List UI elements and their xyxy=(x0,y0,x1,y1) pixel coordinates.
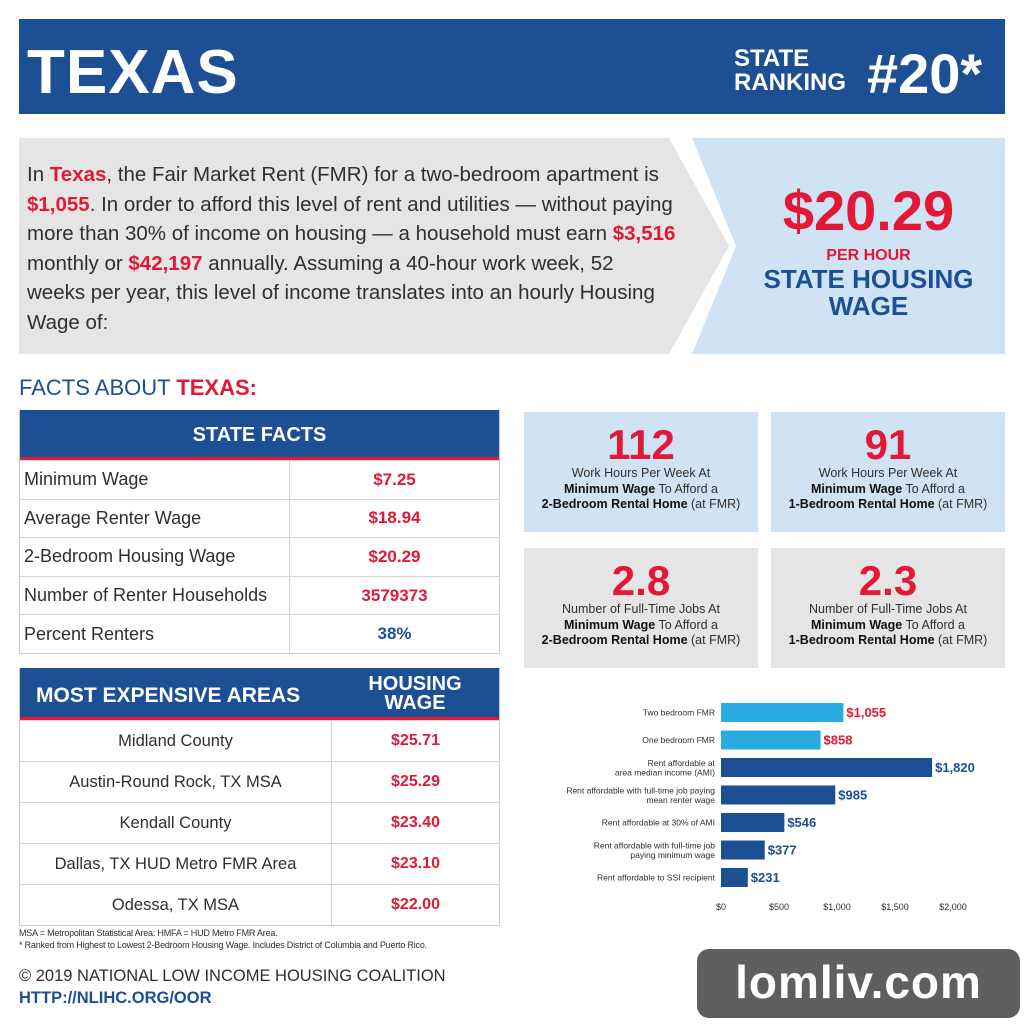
category-label: One bedroom FMR xyxy=(642,735,715,745)
category-label: Two bedroom FMR xyxy=(643,708,715,718)
area-name: Dallas, TX HUD Metro FMR Area xyxy=(20,844,332,884)
bar-value-label: $231 xyxy=(751,870,780,885)
housing-wage-amount: $20.29 xyxy=(782,179,955,242)
bar-value-label: $858 xyxy=(824,733,853,748)
fact-value: 38% xyxy=(377,624,412,644)
bar-value-label: $985 xyxy=(838,788,867,803)
fact-label: Minimum Wage xyxy=(20,461,290,499)
watermark: lomliv.com xyxy=(697,949,1020,1018)
category-label: paying minimum wage xyxy=(630,850,715,860)
area-wage: $25.29 xyxy=(391,773,440,790)
ranking-label: STATE RANKING xyxy=(734,45,846,96)
chart-bar xyxy=(721,813,785,832)
stat-number: 2.8 xyxy=(611,557,671,604)
category-label: Rent affordable to SSI recipient xyxy=(597,873,716,883)
area-name: Austin-Round Rock, TX MSA xyxy=(20,762,332,802)
stat-card: 112 Work Hours Per Week At Minimum Wage … xyxy=(524,412,758,532)
area-wage: $23.40 xyxy=(391,814,440,831)
table-row: Kendall County $23.40 xyxy=(20,802,499,843)
table-row: Austin-Round Rock, TX MSA $25.29 xyxy=(20,761,499,802)
table-row: Dallas, TX HUD Metro FMR Area $23.10 xyxy=(20,843,499,884)
facts-heading: FACTS ABOUT TEXAS: xyxy=(19,375,257,400)
fact-value: $7.25 xyxy=(373,469,416,489)
stat-card: 2.8 Number of Full-Time Jobs At Minimum … xyxy=(524,548,758,668)
fact-label: Number of Renter Households xyxy=(20,576,290,615)
chart-bar xyxy=(721,785,836,805)
category-label: Rent affordable with full-time job payin… xyxy=(566,785,715,795)
chart-bar xyxy=(721,703,844,722)
bar-value-label: $546 xyxy=(787,815,816,830)
area-wage: $22.00 xyxy=(391,896,440,913)
stat-number: 2.3 xyxy=(858,557,918,604)
x-tick-label: $2,000 xyxy=(939,902,967,912)
bar-value-label: $1,055 xyxy=(846,705,886,720)
fact-value: $20.29 xyxy=(368,546,421,566)
fact-label: 2-Bedroom Housing Wage xyxy=(20,538,290,576)
oor-link[interactable]: HTTP://NLIHC.ORG/OOR xyxy=(19,989,212,1007)
stat-number: 91 xyxy=(864,421,912,468)
bar-value-label: $1,820 xyxy=(935,760,975,775)
category-label: area median income (AMI) xyxy=(615,767,715,777)
ranking-number: #20* xyxy=(867,42,983,105)
x-tick-label: $1,000 xyxy=(823,902,851,912)
header-banner: TEXAS STATE RANKING #20* xyxy=(19,19,1005,114)
intro-text: In Texas, the Fair Market Rent (FMR) for… xyxy=(27,163,676,334)
fact-value: $18.94 xyxy=(368,508,421,528)
expensive-areas-table: MOST EXPENSIVE AREAS HOUSING WAGE Midlan… xyxy=(19,668,500,926)
category-label: Rent affordable at 30% of AMI xyxy=(602,818,715,828)
x-tick-label: $0 xyxy=(716,902,726,912)
intro-panel: In Texas, the Fair Market Rent (FMR) for… xyxy=(19,138,729,354)
area-wage: $23.10 xyxy=(391,855,440,872)
table-row: Midland County $25.71 xyxy=(20,720,499,761)
category-label: Rent affordable at xyxy=(648,758,716,768)
per-hour-label: PER HOUR xyxy=(826,247,911,264)
area-name: Kendall County xyxy=(20,803,332,843)
category-label: Rent affordable with full-time job xyxy=(594,840,716,850)
fact-value: 3579373 xyxy=(361,585,428,605)
area-wage: $25.71 xyxy=(391,732,440,749)
watermark-text: lomliv.com xyxy=(735,956,982,1008)
rent-affordability-chart: $1,055 Two bedroom FMR $858 One bedroom FMR… xyxy=(566,703,975,912)
chart-bar xyxy=(721,840,765,860)
state-facts-table: STATE FACTS Minimum Wage $7.25 Average R… xyxy=(19,410,500,654)
table-row: Minimum Wage $7.25 xyxy=(20,460,499,499)
area-name: Odessa, TX MSA xyxy=(20,885,332,925)
table-row: Odessa, TX MSA $22.00 xyxy=(20,884,499,925)
table-row: Number of Renter Households 3579373 xyxy=(20,575,499,615)
x-tick-label: $500 xyxy=(769,902,789,912)
fact-label: Average Renter Wage xyxy=(20,499,290,538)
table-row: Percent Renters 38% xyxy=(20,614,499,653)
state-title: TEXAS xyxy=(27,38,239,107)
copyright: © 2019 NATIONAL LOW INCOME HOUSING COALI… xyxy=(19,967,446,985)
expensive-areas-title: MOST EXPENSIVE AREAS xyxy=(36,684,301,707)
stat-card: 91 Work Hours Per Week At Minimum Wage T… xyxy=(771,412,1005,532)
x-tick-label: $1,500 xyxy=(881,902,909,912)
category-label: mean renter wage xyxy=(646,795,715,805)
chart-bar xyxy=(721,730,821,750)
expensive-areas-header: MOST EXPENSIVE AREAS HOUSING WAGE xyxy=(20,668,499,720)
stat-card: 2.3 Number of Full-Time Jobs At Minimum … xyxy=(771,548,1005,668)
chart-bar xyxy=(721,868,748,887)
fact-label: Percent Renters xyxy=(20,615,290,653)
state-housing-wage-label: STATE HOUSING WAGE xyxy=(763,264,974,321)
housing-wage-box: $20.29 PER HOUR STATE HOUSING WAGE xyxy=(692,138,1005,354)
chart-bar xyxy=(721,758,933,777)
table-row: Average Renter Wage $18.94 xyxy=(20,498,499,538)
table-row: 2-Bedroom Housing Wage $20.29 xyxy=(20,537,499,576)
state-facts-title: STATE FACTS xyxy=(20,410,499,460)
area-name: Midland County xyxy=(20,721,332,761)
stat-number: 112 xyxy=(607,421,675,468)
housing-wage-column-title: HOUSING WAGE xyxy=(368,673,462,714)
footnotes: MSA = Metropolitan Statistical Area: HMF… xyxy=(19,928,427,950)
bar-value-label: $377 xyxy=(768,843,797,858)
